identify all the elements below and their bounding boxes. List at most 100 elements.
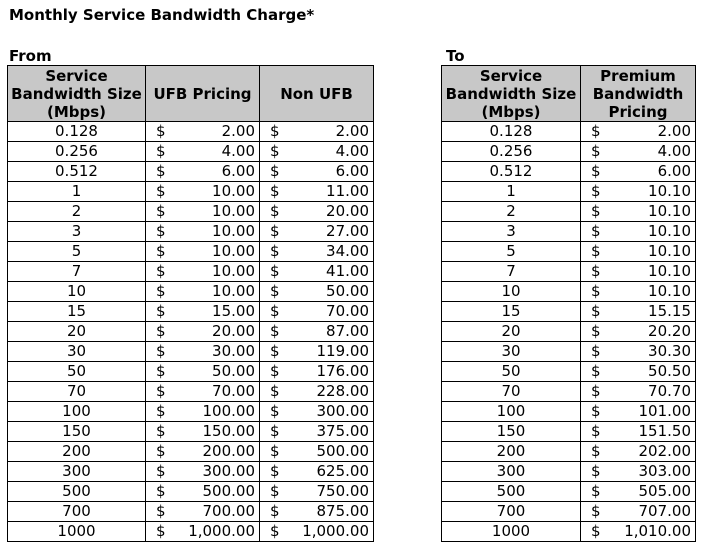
table-row: 70 $70.70	[441, 381, 696, 402]
price-value: 100.00	[202, 402, 256, 420]
currency-symbol: $	[591, 482, 601, 500]
bandwidth-size-cell: 15	[7, 301, 146, 322]
bandwidth-size-cell: 1	[441, 181, 581, 202]
price-value: 20.20	[648, 322, 691, 340]
table-row: 0.256 $4.00 $4.00	[7, 141, 374, 162]
bandwidth-size-cell: 20	[441, 321, 581, 342]
bandwidth-size-cell: 7	[441, 261, 581, 282]
price-value: 700.00	[202, 502, 256, 520]
price-value: 202.00	[638, 442, 692, 460]
bandwidth-size-cell: 100	[441, 401, 581, 422]
table-row: 500 $505.00	[441, 481, 696, 502]
price-value: 228.00	[316, 382, 370, 400]
bandwidth-size-cell: 0.512	[441, 161, 581, 182]
non-ufb-pricing-cell: $875.00	[259, 501, 374, 522]
currency-symbol: $	[591, 182, 601, 200]
currency-symbol: $	[156, 422, 166, 440]
table-row: 200 $200.00 $500.00	[7, 441, 374, 462]
currency-symbol: $	[270, 342, 280, 360]
currency-symbol: $	[270, 522, 280, 540]
bandwidth-size-cell: 200	[441, 441, 581, 462]
currency-symbol: $	[156, 262, 166, 280]
price-value: 20.00	[326, 202, 369, 220]
price-value: 30.00	[212, 342, 255, 360]
currency-symbol: $	[270, 382, 280, 400]
from-label: From	[9, 47, 52, 65]
premium-pricing-cell: $505.00	[580, 481, 696, 502]
table-row: 500 $500.00 $750.00	[7, 481, 374, 502]
ufb-pricing-cell: $20.00	[145, 321, 260, 342]
price-value: 500.00	[316, 442, 370, 460]
column-header-ufb-pricing: UFB Pricing	[145, 65, 260, 122]
price-value: 505.00	[638, 482, 692, 500]
currency-symbol: $	[156, 462, 166, 480]
table-row: 1 $10.00 $11.00	[7, 181, 374, 202]
price-value: 20.00	[212, 322, 255, 340]
price-value: 150.00	[202, 422, 256, 440]
price-value: 101.00	[638, 402, 692, 420]
table-row: 0.512 $6.00	[441, 161, 696, 182]
currency-symbol: $	[270, 362, 280, 380]
price-value: 15.00	[212, 302, 255, 320]
price-value: 50.50	[648, 362, 691, 380]
non-ufb-pricing-cell: $625.00	[259, 461, 374, 482]
price-value: 2.00	[335, 122, 369, 140]
table-row: 3 $10.00 $27.00	[7, 221, 374, 242]
price-value: 707.00	[638, 502, 692, 520]
ufb-pricing-cell: $700.00	[145, 501, 260, 522]
bandwidth-size-cell: 500	[7, 481, 146, 502]
price-value: 6.00	[335, 162, 369, 180]
currency-symbol: $	[591, 262, 601, 280]
to-pricing-table: Service Bandwidth Size (Mbps) Premium Ba…	[441, 65, 696, 542]
bandwidth-size-cell: 5	[7, 241, 146, 262]
currency-symbol: $	[270, 282, 280, 300]
price-value: 50.00	[212, 362, 255, 380]
currency-symbol: $	[270, 202, 280, 220]
table-row: 15 $15.00 $70.00	[7, 301, 374, 322]
price-value: 1,000.00	[302, 522, 369, 540]
bandwidth-size-cell: 70	[441, 381, 581, 402]
bandwidth-size-cell: 3	[7, 221, 146, 242]
table-row: 7 $10.10	[441, 261, 696, 282]
premium-pricing-cell: $10.10	[580, 281, 696, 302]
price-value: 4.00	[335, 142, 369, 160]
price-value: 151.50	[638, 422, 692, 440]
non-ufb-pricing-cell: $50.00	[259, 281, 374, 302]
table-row: 50 $50.00 $176.00	[7, 361, 374, 382]
bandwidth-size-cell: 150	[7, 421, 146, 442]
currency-symbol: $	[270, 502, 280, 520]
ufb-pricing-cell: $15.00	[145, 301, 260, 322]
table-row: 10 $10.10	[441, 281, 696, 302]
table-row: 50 $50.50	[441, 361, 696, 382]
price-value: 10.00	[212, 182, 255, 200]
column-header-bandwidth-size: Service Bandwidth Size (Mbps)	[441, 65, 581, 122]
price-value: 200.00	[202, 442, 256, 460]
currency-symbol: $	[156, 442, 166, 460]
currency-symbol: $	[156, 322, 166, 340]
premium-pricing-cell: $6.00	[580, 161, 696, 182]
price-value: 15.15	[648, 302, 691, 320]
currency-symbol: $	[591, 462, 601, 480]
table-row: 200 $202.00	[441, 441, 696, 462]
table-row: 100 $101.00	[441, 401, 696, 422]
currency-symbol: $	[156, 202, 166, 220]
table-row: 1 $10.10	[441, 181, 696, 202]
price-value: 10.10	[648, 222, 691, 240]
currency-symbol: $	[156, 482, 166, 500]
bandwidth-size-cell: 2	[7, 201, 146, 222]
premium-pricing-cell: $202.00	[580, 441, 696, 462]
bandwidth-size-cell: 15	[441, 301, 581, 322]
price-value: 875.00	[316, 502, 370, 520]
currency-symbol: $	[156, 502, 166, 520]
currency-symbol: $	[156, 402, 166, 420]
to-label: To	[446, 47, 465, 65]
bandwidth-size-cell: 20	[7, 321, 146, 342]
premium-pricing-cell: $101.00	[580, 401, 696, 422]
table-row: 2 $10.00 $20.00	[7, 201, 374, 222]
bandwidth-size-cell: 30	[7, 341, 146, 362]
currency-symbol: $	[156, 162, 166, 180]
bandwidth-size-cell: 500	[441, 481, 581, 502]
premium-pricing-cell: $151.50	[580, 421, 696, 442]
non-ufb-pricing-cell: $11.00	[259, 181, 374, 202]
currency-symbol: $	[270, 142, 280, 160]
